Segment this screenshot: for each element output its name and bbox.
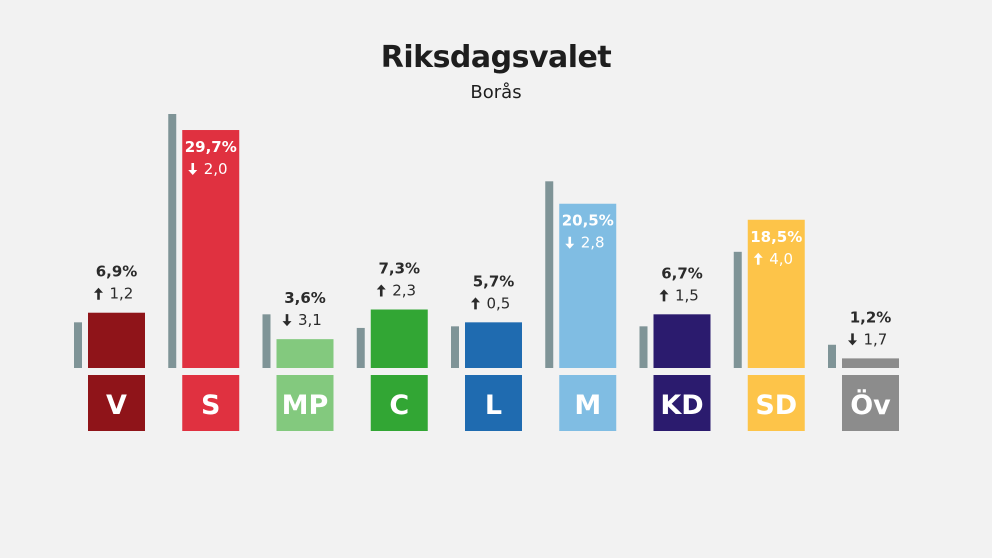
bar-0 xyxy=(88,312,145,368)
previous-bar-2 xyxy=(262,314,271,368)
change-label-5: 2,8 xyxy=(581,234,605,252)
party-label-3: C xyxy=(389,390,409,421)
value-label-5: 20,5% xyxy=(562,212,614,230)
change-label-7: 4,0 xyxy=(769,250,793,268)
party-label-1: S xyxy=(201,390,220,421)
change-arrow-2 xyxy=(282,314,292,327)
previous-bar-6 xyxy=(639,326,648,368)
party-label-8: Öv xyxy=(850,388,891,421)
previous-bar-7 xyxy=(733,251,742,368)
value-label-0: 6,9% xyxy=(96,263,138,281)
change-label-8: 1,7 xyxy=(864,330,888,348)
party-box-8 xyxy=(842,375,899,431)
change-arrow-3 xyxy=(376,284,386,297)
change-arrow-8 xyxy=(848,333,857,346)
change-label-1: 2,0 xyxy=(204,160,228,178)
change-arrow-0 xyxy=(94,287,103,300)
previous-bar-0 xyxy=(74,322,82,368)
change-label-3: 2,3 xyxy=(392,282,416,300)
change-label-2: 3,1 xyxy=(298,311,322,329)
previous-bar-4 xyxy=(451,326,459,368)
party-box-2 xyxy=(276,375,334,431)
bar-7 xyxy=(747,219,805,368)
bar-8 xyxy=(842,358,899,368)
previous-bar-1 xyxy=(168,114,177,368)
change-label-4: 0,5 xyxy=(487,294,511,312)
party-box-6 xyxy=(653,375,711,431)
change-label-0: 1,2 xyxy=(110,285,134,303)
party-box-1 xyxy=(182,375,240,431)
previous-bar-5 xyxy=(545,181,554,368)
change-arrow-4 xyxy=(471,297,480,310)
bar-5 xyxy=(559,203,617,368)
bar-4 xyxy=(465,322,522,368)
bar-2 xyxy=(276,339,334,368)
party-label-4: L xyxy=(485,390,502,421)
bar-6 xyxy=(653,314,711,368)
previous-bar-8 xyxy=(828,344,836,368)
party-label-2: MP xyxy=(282,390,329,421)
value-label-4: 5,7% xyxy=(473,272,515,290)
value-label-6: 6,7% xyxy=(661,264,703,282)
party-label-0: V xyxy=(106,390,127,421)
change-arrow-5 xyxy=(565,236,575,249)
change-arrow-1 xyxy=(188,163,198,176)
change-arrow-6 xyxy=(659,289,669,302)
party-box-3 xyxy=(370,375,428,431)
value-label-3: 7,3% xyxy=(378,260,420,278)
value-label-8: 1,2% xyxy=(850,308,892,326)
party-box-7 xyxy=(747,375,805,431)
party-label-5: M xyxy=(574,390,601,421)
party-label-7: SD xyxy=(755,390,797,421)
party-label-6: KD xyxy=(660,390,703,421)
party-box-5 xyxy=(559,375,617,431)
party-box-0 xyxy=(88,375,145,431)
change-label-6: 1,5 xyxy=(675,286,699,304)
change-arrow-7 xyxy=(753,252,763,265)
chart-subtitle: Borås xyxy=(470,82,522,103)
previous-bar-3 xyxy=(356,327,365,368)
bar-3 xyxy=(370,309,428,368)
value-label-1: 29,7% xyxy=(185,138,237,156)
party-box-4 xyxy=(465,375,522,431)
value-label-2: 3,6% xyxy=(284,289,326,307)
chart-title: Riksdagsvalet xyxy=(380,40,612,75)
value-label-7: 18,5% xyxy=(750,228,802,246)
